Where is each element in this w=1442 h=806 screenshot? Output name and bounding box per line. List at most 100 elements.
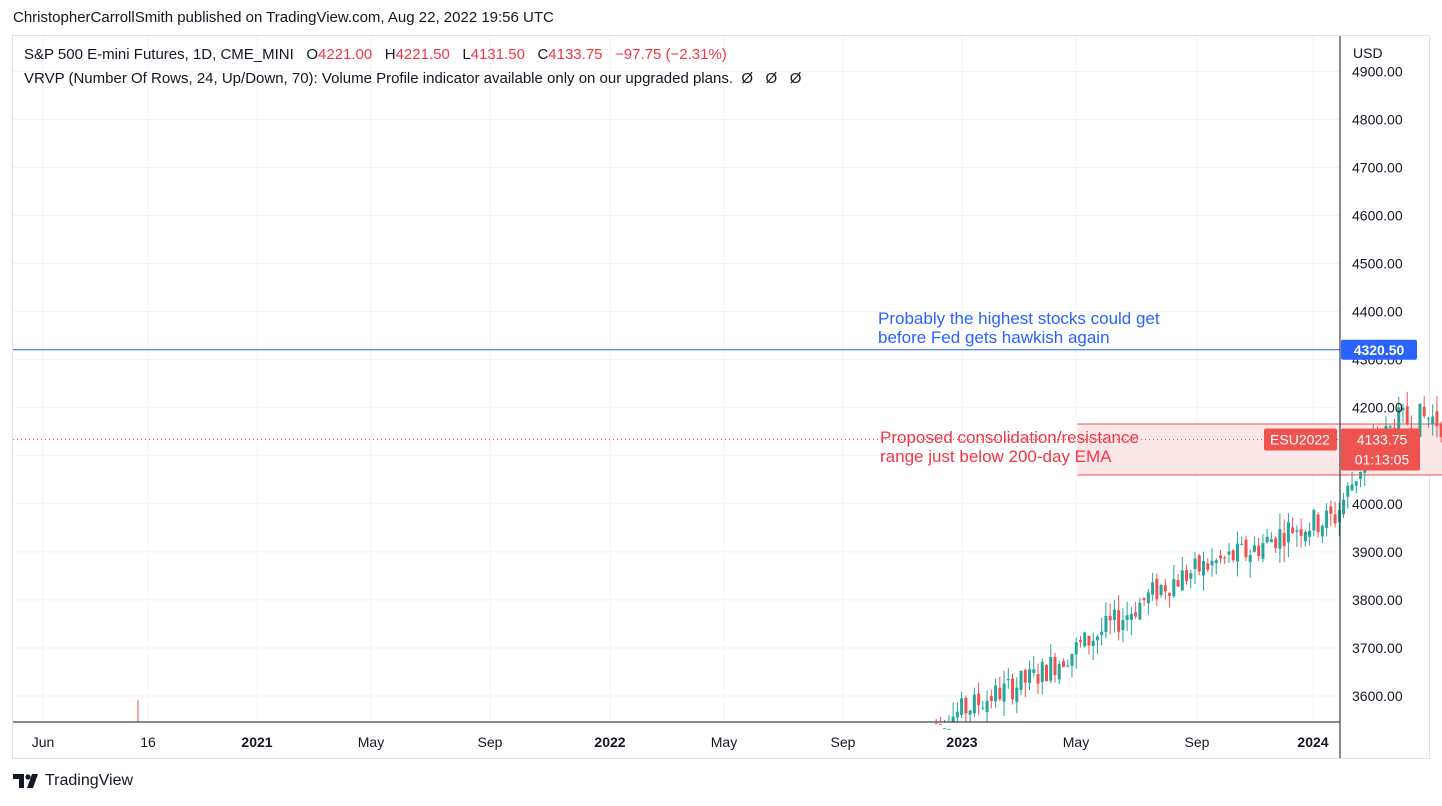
y-tick-label: 4600.00 [1352,208,1403,224]
x-tick-label: Sep [1185,734,1210,750]
indicator-legend: VRVP (Number Of Rows, 24, Up/Down, 70): … [24,70,801,87]
footer-brand[interactable]: TradingView [45,772,134,789]
candle-body [1206,563,1210,570]
y-tick-label: 4200.00 [1352,400,1403,416]
candle-body [1405,406,1409,424]
x-tick-label: 2024 [1297,734,1328,750]
candle-body [1286,522,1290,543]
candle-body [1329,506,1333,514]
candle-body [1176,580,1180,587]
candle-body [1439,423,1442,437]
candle-body [1180,570,1184,591]
candle-body [1087,635,1091,646]
y-axis-ticks: 3600.003700.003800.003900.004000.004100.… [1352,63,1403,704]
candle-body [1146,592,1150,604]
change-value: −97.75 (−2.31%) [615,46,727,63]
candle-body [1426,418,1430,420]
candle-body [938,723,942,725]
price-tags: 4320.50 4133.75 01:13:05 ESU2022 [1264,339,1420,471]
candle-body [960,698,964,715]
candle-body [1057,664,1061,680]
x-tick-label: Sep [831,734,856,750]
symbol-tag-label: ESU2022 [1270,432,1330,448]
tradingview-logo-icon[interactable] [13,773,41,789]
candle-body [972,694,976,714]
candle-body [1134,612,1138,617]
candle-body [1202,560,1206,576]
high-value: 4221.50 [395,46,450,63]
candle-body [1045,665,1049,682]
candle-body [1333,514,1337,524]
candle-body [1303,532,1307,542]
candle-body [1235,543,1239,562]
hline-price-tag [1341,339,1417,360]
candle-body [968,710,972,715]
publisher-line: ChristopherCarrollSmith published on Tra… [13,9,554,26]
open-value: 4221.00 [318,46,373,63]
currency-label[interactable]: USD [1353,45,1383,61]
indicator-icon-1[interactable]: Ø [741,70,753,87]
candle-body [1040,661,1044,683]
candle-body [1112,609,1116,620]
candle-body [1269,539,1273,543]
candle-body [985,700,989,713]
x-tick-label: 16 [140,734,156,750]
candle-body [1214,560,1218,564]
x-tick-label: May [711,734,737,750]
candle-body [1261,543,1265,559]
y-tick-label: 3700.00 [1352,640,1403,656]
candle-body [1100,631,1104,635]
candle-body [1053,657,1057,676]
candle-body [1006,679,1010,681]
candle-body [1354,481,1358,486]
candle-body [1312,509,1316,531]
candle-body [1325,510,1329,528]
close-value: 4133.75 [548,46,603,63]
y-tick-label: 3900.00 [1352,544,1403,560]
candle-body [1422,406,1426,417]
candle-body [955,711,959,718]
candle-body [964,697,968,714]
candle-body [998,687,1002,700]
candle-body [1125,615,1129,620]
candle-body [1070,653,1074,666]
close-label: C [537,46,549,63]
candle-body [1011,678,1015,700]
symbol-legend: S&P 500 E-mini Futures, 1D, CME_MINI O42… [24,46,727,63]
indicator-icon-2[interactable]: Ø [765,70,778,87]
candle-body [1282,532,1286,547]
x-tick-label: May [358,734,384,750]
candle-body [1257,545,1261,556]
candle-body [1074,642,1078,655]
candle-body [1431,416,1435,424]
candle-body [1252,545,1256,552]
candle-body [1197,555,1201,572]
candle-body [1028,669,1032,683]
y-tick-label: 4800.00 [1352,111,1403,127]
axes [13,36,1341,758]
y-tick-label: 4400.00 [1352,304,1403,320]
candle-body [1350,484,1354,491]
open-label: O [306,46,318,63]
candle-body [1066,665,1070,667]
candle-body [1210,560,1214,566]
candle-body [934,723,938,725]
symbol-tag [1264,428,1337,451]
candle-series [137,391,1442,730]
candle-body [1083,632,1087,647]
candle-body [1218,555,1222,559]
candle-body [1121,619,1125,631]
indicator-icon-3[interactable]: Ø [789,70,802,87]
annotation-red-line1: Proposed consolidation/resistance [880,428,1139,447]
candle-body [1227,551,1231,555]
x-tick-label: 2022 [594,734,625,750]
candle-body [1168,593,1172,596]
annotations: Probably the highest stocks could getbef… [878,309,1160,466]
candle-body [1274,538,1278,549]
candle-body [1337,509,1341,523]
indicator-text: VRVP (Number Of Rows, 24, Up/Down, 70): … [24,70,733,87]
candle-body [1138,602,1142,620]
candle-body [1397,407,1401,445]
candle-body [947,728,951,730]
